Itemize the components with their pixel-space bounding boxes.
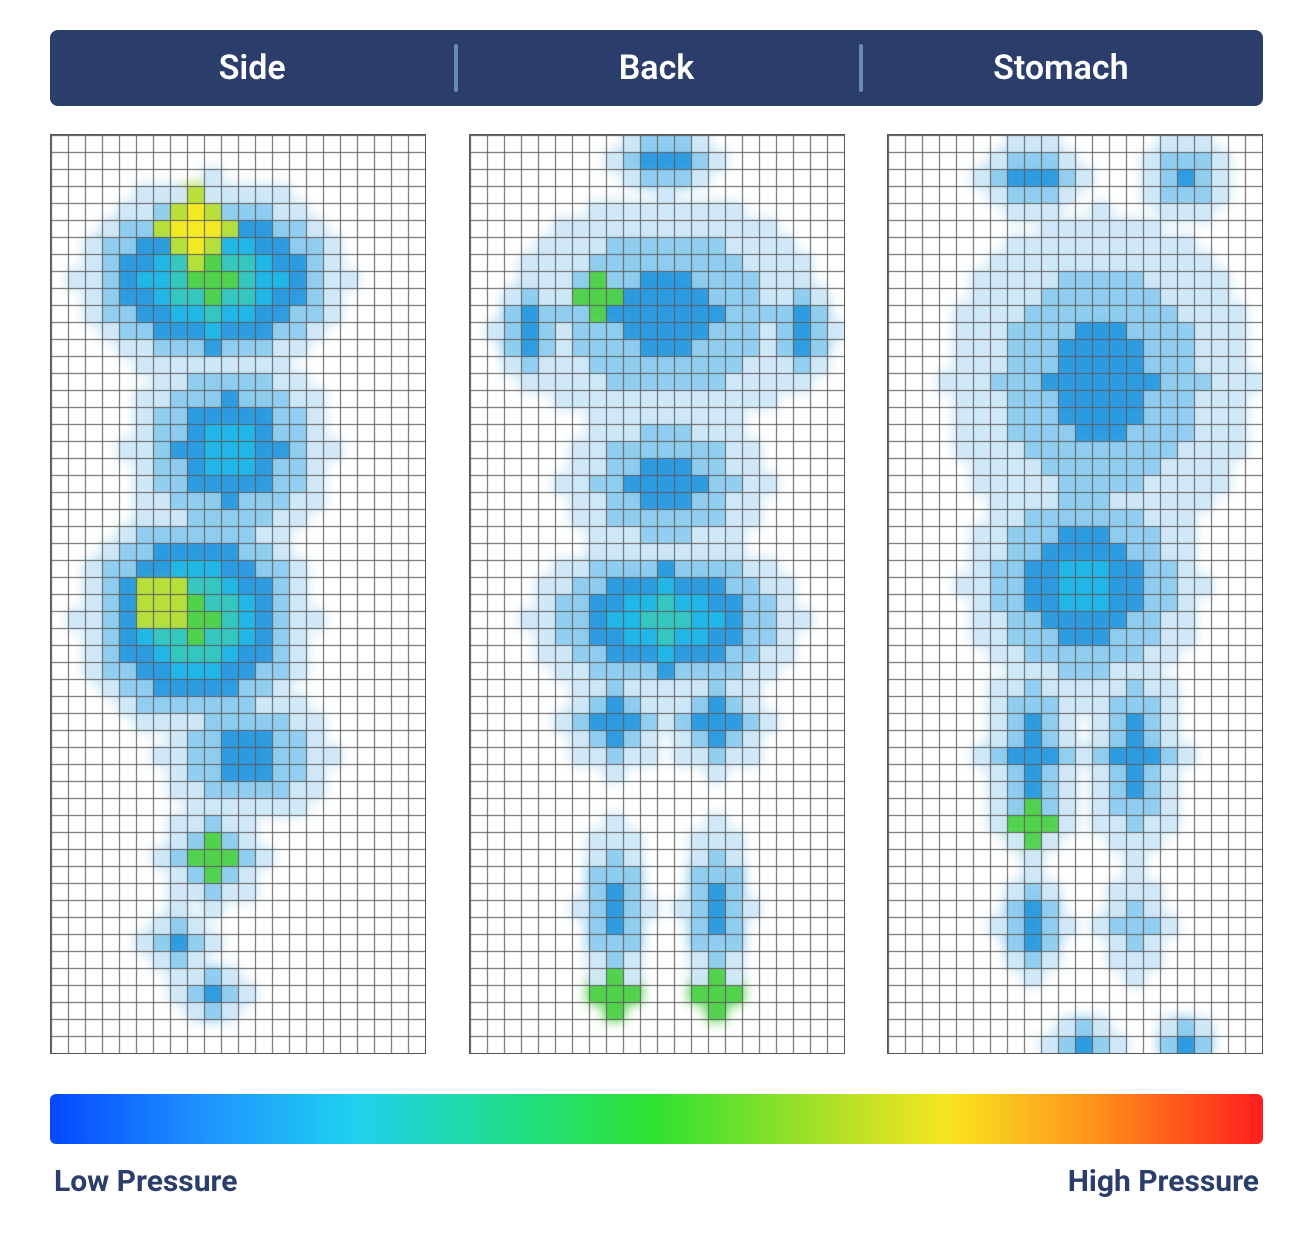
- pressure-map-back: [469, 134, 845, 1054]
- tab-stomach[interactable]: Stomach: [859, 30, 1263, 106]
- tab-back[interactable]: Back: [454, 30, 858, 106]
- tab-side[interactable]: Side: [50, 30, 454, 106]
- pressure-legend-gradient: [50, 1094, 1263, 1144]
- heatmap-canvas-side: [51, 135, 425, 1053]
- heatmap-canvas-back: [470, 135, 844, 1053]
- heatmap-canvas-stomach: [888, 135, 1262, 1053]
- legend-high-label: High Pressure: [1068, 1164, 1259, 1199]
- tab-label: Side: [219, 48, 286, 88]
- pressure-legend-labels: Low Pressure High Pressure: [50, 1164, 1263, 1199]
- pressure-maps-row: [50, 134, 1263, 1054]
- pressure-map-side: [50, 134, 426, 1054]
- tab-label: Stomach: [993, 48, 1129, 88]
- legend-low-label: Low Pressure: [54, 1164, 237, 1199]
- pressure-map-stomach: [887, 134, 1263, 1054]
- position-tabs: Side Back Stomach: [50, 30, 1263, 106]
- tab-label: Back: [619, 48, 695, 88]
